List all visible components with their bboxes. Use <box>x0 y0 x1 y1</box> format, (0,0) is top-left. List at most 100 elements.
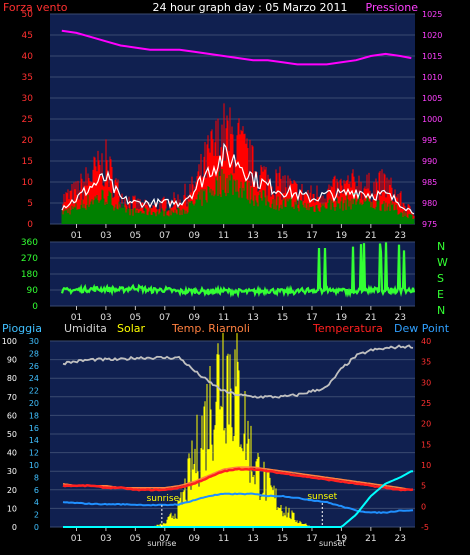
wind-direction-panel: 0 90 180 270 360 01 03 05 07 09 11 13 15 17 19 21 23 <box>21 238 416 323</box>
humidity-ytick-20: 20 <box>7 486 17 495</box>
direction-line <box>60 242 416 299</box>
temp-ytick-40: 40 <box>421 337 431 346</box>
climate-xtick-09: 09 <box>189 534 201 544</box>
dir-label-s: S <box>437 272 444 285</box>
pressure-axis-title: Pressione <box>366 1 419 14</box>
climate-xtick-19: 19 <box>336 534 348 544</box>
direction-xtick-17: 17 <box>306 313 317 323</box>
temperature-line <box>62 467 414 492</box>
pressure-ytick-1000: 1000 <box>422 115 442 124</box>
wind-ytick-5: 5 <box>27 199 33 209</box>
wind-ytick-20: 20 <box>22 136 34 146</box>
dir-label-w: W <box>437 256 448 269</box>
humidity-ytick-40: 40 <box>7 449 17 458</box>
climate-xtick-23: 23 <box>395 534 406 544</box>
climate-xtick-15: 15 <box>277 534 288 544</box>
pressure-ytick-995: 995 <box>422 136 437 145</box>
climate-xtick-07: 07 <box>159 534 170 544</box>
humidity-ytick-0: 0 <box>12 523 17 532</box>
wind-xtick-05: 05 <box>130 231 141 241</box>
solar-ytick-22: 22 <box>29 387 39 396</box>
temp-ytick-30: 30 <box>421 378 431 387</box>
wind-ytick-25: 25 <box>22 115 33 125</box>
humidity-ytick-30: 30 <box>7 467 17 476</box>
pressure-ytick-1015: 1015 <box>422 52 442 61</box>
direction-ytick-180: 180 <box>21 270 38 280</box>
direction-xtick-11: 11 <box>218 313 229 323</box>
humidity-ytick-10: 10 <box>7 504 17 513</box>
humidity-ytick-50: 50 <box>7 430 17 439</box>
solar-ytick-4: 4 <box>34 498 39 507</box>
wind-ytick-10: 10 <box>22 178 34 188</box>
solar-ytick-8: 8 <box>34 473 39 482</box>
rain-line <box>63 470 414 528</box>
direction-xtick-19: 19 <box>336 313 348 323</box>
chart-title: 24 hour graph day : 05 Marzo 2011 <box>152 1 347 14</box>
wind-mean-series <box>61 168 415 224</box>
direction-ytick-90: 90 <box>27 286 39 296</box>
sunrise-xtick: sunrise <box>147 539 176 548</box>
dewpoint-line <box>62 492 414 514</box>
direction-xtick-03: 03 <box>100 313 111 323</box>
humidity-ytick-70: 70 <box>7 393 17 402</box>
humidity-line <box>62 344 414 399</box>
direction-xtick-13: 13 <box>247 313 258 323</box>
temp-ytick-15: 15 <box>421 440 431 449</box>
temp-ytick-0: 0 <box>421 502 426 511</box>
wind-xtick-23: 23 <box>395 231 406 241</box>
pressure-ytick-975: 975 <box>422 220 437 229</box>
direction-labels: N W S E N <box>437 240 448 317</box>
climate-xtick-05: 05 <box>130 534 141 544</box>
wind-xtick-11: 11 <box>218 231 229 241</box>
humidity-ytick-80: 80 <box>7 374 17 383</box>
pressure-ytick-1010: 1010 <box>422 73 442 82</box>
wind-xtick-03: 03 <box>100 231 111 241</box>
wind-xtick-21: 21 <box>365 231 376 241</box>
wind-xtick-09: 09 <box>189 231 201 241</box>
direction-xtick-01: 01 <box>71 313 82 323</box>
legend-dewpoint: Dew Point <box>394 322 450 335</box>
wind-xtick-01: 01 <box>71 231 82 241</box>
humidity-ytick-90: 90 <box>7 356 17 365</box>
wind-xtick-19: 19 <box>336 231 348 241</box>
solar-ytick-18: 18 <box>29 411 39 420</box>
solar-ytick-16: 16 <box>29 424 39 433</box>
solar-ytick-26: 26 <box>29 362 39 371</box>
pressure-ytick-1025: 1025 <box>422 10 442 19</box>
sunrise-label: sunrise <box>147 494 180 504</box>
pressure-ytick-980: 980 <box>422 199 437 208</box>
legend-pioggia: Pioggia <box>2 322 42 335</box>
legend-solar: Solar <box>117 322 146 335</box>
solar-ytick-12: 12 <box>29 449 39 458</box>
solar-ytick-2: 2 <box>34 511 39 520</box>
wind-ytick-40: 40 <box>22 52 34 62</box>
dir-label-n-bottom: N <box>437 304 445 317</box>
climate-xtick-11: 11 <box>218 534 229 544</box>
pressure-line <box>61 29 412 66</box>
legend-temperatura: Temperatura <box>312 322 383 335</box>
temp-humidity-solar-panel: 0102030405060708090100024681012141618202… <box>2 332 431 548</box>
climate-xtick-13: 13 <box>247 534 258 544</box>
wind-xtick-07: 07 <box>159 231 170 241</box>
temp-ytick-20: 20 <box>421 420 431 429</box>
direction-ytick-360: 360 <box>21 238 38 248</box>
sunset-xtick: sunset <box>319 539 346 548</box>
dir-label-e: E <box>437 288 444 301</box>
temp-ytick--5: -5 <box>421 523 429 532</box>
pressure-ytick-990: 990 <box>422 157 437 166</box>
temp-ytick-5: 5 <box>421 482 426 491</box>
wind-ytick-50: 50 <box>22 10 34 20</box>
wind-axis-title: Forza vento <box>3 1 68 14</box>
wind-average-line <box>61 142 415 215</box>
solar-ytick-10: 10 <box>29 461 39 470</box>
climate-xtick-03: 03 <box>100 534 111 544</box>
legend-temp-riarnoli: Temp. Riarnoli <box>171 322 250 335</box>
temp-ytick-10: 10 <box>421 461 431 470</box>
legend-umidita: Umidita <box>64 322 107 335</box>
solar-ytick-28: 28 <box>29 349 39 358</box>
wind-ytick-30: 30 <box>22 94 34 104</box>
climate-xtick-17: 17 <box>306 534 317 544</box>
pressure-ytick-1005: 1005 <box>422 94 442 103</box>
direction-xtick-07: 07 <box>159 313 170 323</box>
solar-ytick-20: 20 <box>29 399 39 408</box>
